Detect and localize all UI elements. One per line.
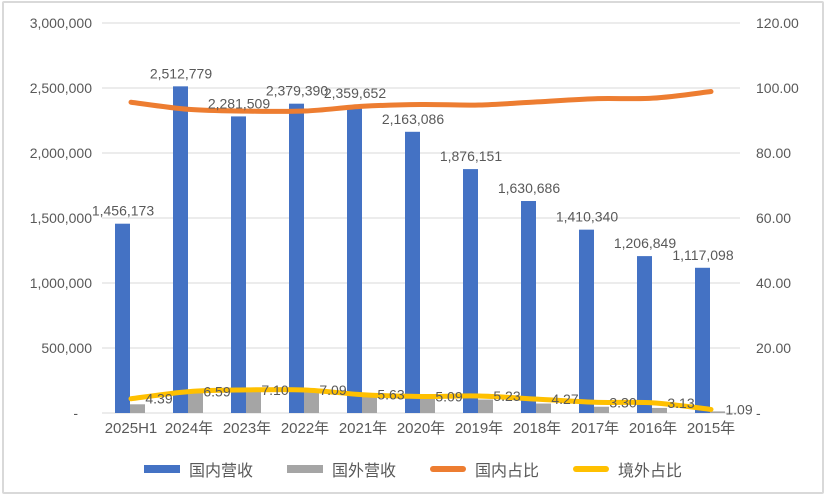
foreign-revenue-bar: [246, 390, 261, 413]
foreign-revenue-bar: [188, 389, 203, 413]
domestic-share-line: [128, 89, 714, 114]
chart-legend: 国内营收 国外营收 国内占比 境外占比: [0, 457, 826, 481]
overseas-share-value-label: 5.23: [493, 388, 520, 404]
domestic-revenue-value-label: 2,379,390: [266, 83, 328, 99]
domestic-revenue-value-label: 1,456,173: [92, 203, 154, 219]
foreign-revenue-bar: [478, 399, 493, 413]
overseas-share-value-label: 3.13: [667, 395, 694, 411]
domestic-revenue-bar: [347, 106, 362, 413]
legend-label-domestic-share: 国内占比: [475, 463, 540, 480]
x-axis-tick-label: 2018年: [513, 420, 561, 437]
y-axis-right-tick-label: 40.00: [756, 275, 791, 291]
x-axis-tick-label: 2023年: [223, 420, 271, 437]
foreign-revenue-bar: [130, 404, 145, 413]
y-axis-left-tick-label: 1,500,000: [30, 210, 92, 226]
y-axis-right-tick-label: 80.00: [756, 145, 791, 161]
domestic-revenue-bar: [115, 223, 130, 413]
foreign-revenue-bar: [536, 403, 551, 413]
domestic-revenue-value-label: 2,359,652: [324, 85, 386, 101]
foreign-revenue-bar: [420, 397, 435, 413]
x-axis-tick-label: 2021年: [339, 420, 387, 437]
domestic-revenue-bar: [463, 169, 478, 413]
y-axis-right-tick-label: 20.00: [756, 340, 791, 356]
overseas-share-value-label: 4.39: [145, 391, 172, 407]
y-axis-left-tick-label: -: [73, 405, 78, 421]
domestic-revenue-bar: [521, 201, 536, 413]
y-axis-right-tick-label: -: [756, 405, 761, 421]
y-axis-left-tick-label: 2,500,000: [30, 80, 92, 96]
overseas-share-value-label: 7.10: [261, 382, 288, 398]
legend-label-overseas-share: 境外占比: [618, 463, 683, 480]
legend-swatch-domestic-share: [430, 466, 466, 472]
y-axis-left-tick-label: 3,000,000: [30, 15, 92, 31]
y-axis-left-tick-label: 500,000: [41, 340, 92, 356]
x-axis-tick-label: 2016年: [629, 420, 677, 437]
domestic-revenue-value-label: 1,410,340: [556, 209, 618, 225]
legend-label-foreign-revenue: 国外营收: [331, 463, 396, 480]
y-axis-right-tick-label: 120.00: [756, 15, 799, 31]
domestic-revenue-bar: [231, 116, 246, 413]
domestic-revenue-value-label: 1,206,849: [614, 235, 676, 251]
domestic-revenue-bar: [637, 256, 652, 413]
x-axis-tick-label: 2017年: [571, 420, 619, 437]
overseas-share-value-label: 4.27: [551, 391, 578, 407]
overseas-share-line: [128, 387, 714, 412]
foreign-revenue-bar: [304, 389, 319, 413]
y-axis-right-tick-label: 60.00: [756, 210, 791, 226]
legend-swatch-overseas-share: [573, 466, 610, 472]
legend-swatch-foreign-revenue: [286, 465, 323, 473]
domestic-revenue-value-label: 1,876,151: [440, 148, 502, 164]
domestic-revenue-bar: [289, 103, 304, 414]
overseas-share-value-label: 7.09: [319, 382, 346, 398]
domestic-revenue-bar: [405, 131, 420, 413]
legend-item-overseas-share: 境外占比: [573, 457, 682, 481]
domestic-revenue-value-label: 2,163,086: [382, 111, 444, 127]
overseas-share-value-label: 5.63: [377, 387, 404, 403]
overseas-share-value-label: 1.09: [725, 401, 752, 417]
x-axis-tick-label: 2015年: [687, 420, 735, 437]
legend-swatch-domestic-revenue: [143, 465, 180, 473]
y-axis-right-tick-label: 100.00: [756, 80, 799, 96]
x-axis-tick-label: 2020年: [397, 420, 445, 437]
overseas-share-value-label: 5.09: [435, 388, 462, 404]
y-axis-left-tick-label: 2,000,000: [30, 145, 92, 161]
domestic-revenue-value-label: 2,281,509: [208, 95, 270, 111]
domestic-revenue-bar: [579, 229, 594, 413]
domestic-revenue-value-label: 1,117,098: [672, 247, 733, 263]
x-axis-tick-label: 2019年: [455, 420, 503, 437]
domestic-revenue-bar: [695, 267, 710, 413]
foreign-revenue-bar: [710, 411, 725, 413]
legend-item-domestic-revenue: 国内营收: [143, 457, 253, 481]
overseas-share-value-label: 3.30: [609, 394, 636, 410]
x-axis-tick-label: 2022年: [281, 420, 329, 437]
domestic-revenue-value-label: 1,630,686: [498, 180, 560, 196]
x-axis-tick-label: 2024年: [165, 420, 213, 437]
domestic-revenue-value-label: 2,512,779: [150, 65, 212, 81]
legend-item-domestic-share: 国内占比: [430, 457, 539, 481]
x-axis-tick-label: 2025H1: [105, 420, 158, 437]
y-axis-left-tick-label: 1,000,000: [30, 275, 92, 291]
foreign-revenue-bar: [594, 406, 609, 413]
legend-item-foreign-revenue: 国外营收: [286, 457, 396, 481]
legend-label-domestic-revenue: 国内营收: [188, 463, 253, 480]
foreign-revenue-bar: [652, 407, 667, 413]
domestic-revenue-bar: [173, 86, 188, 413]
overseas-share-value-label: 6.59: [203, 384, 230, 400]
foreign-revenue-bar: [362, 394, 377, 413]
